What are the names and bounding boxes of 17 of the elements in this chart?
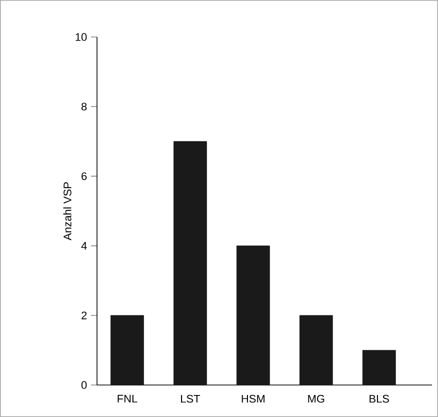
y-tick-label: 0 <box>81 381 87 389</box>
y-axis-title: Anzahl VSP <box>63 182 72 240</box>
x-tick-label: HSM <box>242 394 264 403</box>
bar <box>110 315 144 386</box>
y-tick-label: 10 <box>76 33 87 41</box>
bar <box>173 141 207 386</box>
y-tick-label: 8 <box>81 102 87 110</box>
y-tick-label: 6 <box>82 172 87 180</box>
bar <box>362 350 396 386</box>
x-tick-label: MG <box>308 394 324 403</box>
x-tick-label: FNL <box>118 394 138 402</box>
y-tick-label: 2 <box>82 312 87 320</box>
bar <box>236 246 270 386</box>
x-tick-label: BLS <box>370 394 389 403</box>
x-tick-label: LST <box>181 394 200 403</box>
bar <box>299 315 333 386</box>
y-tick-label: 4 <box>81 242 87 250</box>
